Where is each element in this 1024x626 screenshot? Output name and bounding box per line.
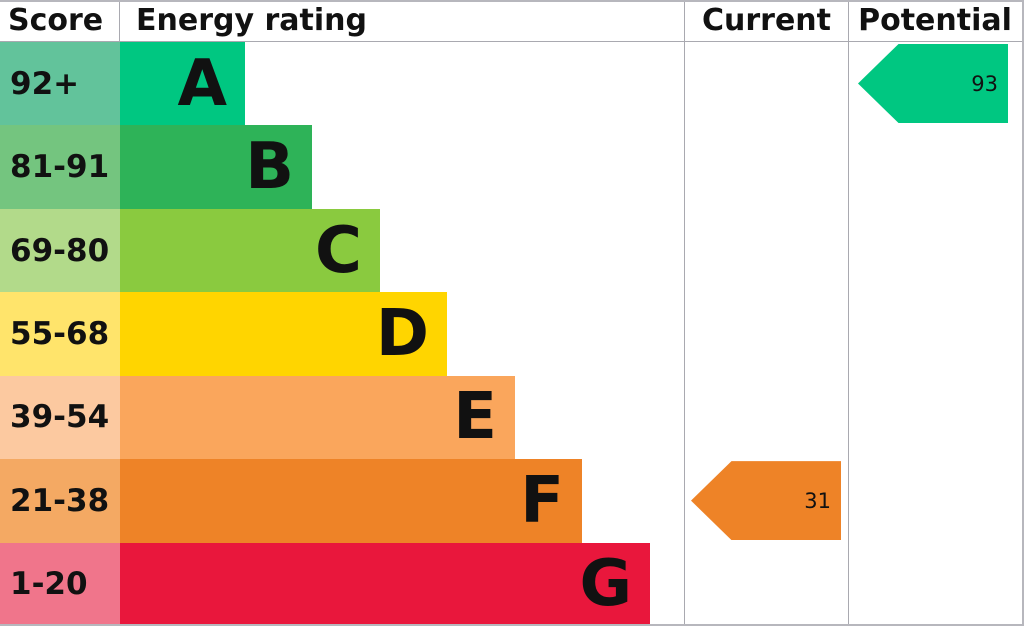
header-score: Score [0,2,120,41]
band-row-d: 55-68 D [0,292,1022,376]
band-rows: 92+ A 81-91 B 69-80 C 55-68 D 39-54 E 21… [0,42,1022,624]
header-row: Score Energy rating Current Potential [0,2,1022,42]
band-bar-f: F [120,459,582,543]
header-energy-rating: Energy rating [136,3,367,38]
band-row-c: 69-80 C [0,208,1022,293]
score-range-f: 21-38 [0,459,120,543]
band-bar-a: A [120,42,245,126]
score-range-e: 39-54 [0,375,120,460]
score-range-b: 81-91 [0,125,120,209]
band-bar-g: G [120,542,650,624]
band-bar-e: E [120,375,515,460]
score-range-a: 92+ [0,42,120,126]
current-column-divider [684,2,685,624]
header-potential: Potential [858,3,1012,38]
score-range-d: 55-68 [0,292,120,376]
band-bar-c: C [120,208,380,293]
potential-score-value: 93 [971,71,998,96]
band-row-b: 81-91 B [0,125,1022,209]
band-bar-b: B [120,125,312,209]
current-score-value: 31 [804,488,831,513]
band-row-g: 1-20 G [0,542,1022,624]
score-range-g: 1-20 [0,542,120,624]
band-row-f: 21-38 F [0,459,1022,543]
header-current: Current [701,3,831,38]
potential-column-divider [848,2,849,624]
band-bar-d: D [120,292,447,376]
band-row-a: 92+ A [0,42,1022,126]
band-row-e: 39-54 E [0,375,1022,460]
score-range-c: 69-80 [0,208,120,293]
